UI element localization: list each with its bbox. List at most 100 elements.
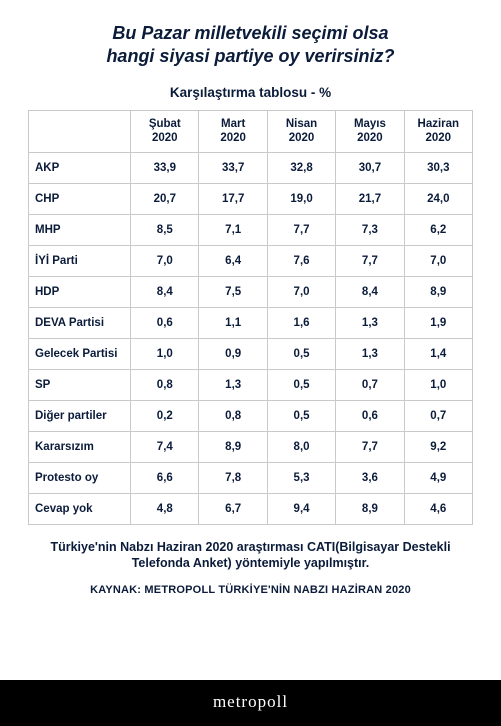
table-row: HDP8,47,57,08,48,9 — [29, 276, 473, 307]
column-header: Mart 2020 — [199, 110, 267, 152]
table-row: CHP20,717,719,021,724,0 — [29, 183, 473, 214]
table-body: AKP33,933,732,830,730,3CHP20,717,719,021… — [29, 152, 473, 524]
table-cell: 7,6 — [267, 245, 335, 276]
table-cell: 1,3 — [199, 369, 267, 400]
row-label: Cevap yok — [29, 493, 131, 524]
footer-brand: metropoll — [0, 680, 501, 726]
table-cell: 0,5 — [267, 400, 335, 431]
table-row: Diğer partiler0,20,80,50,60,7 — [29, 400, 473, 431]
table-cell: 0,2 — [131, 400, 199, 431]
row-label: Gelecek Partisi — [29, 338, 131, 369]
column-header-month: Mart — [221, 118, 245, 130]
table-cell: 33,7 — [199, 152, 267, 183]
table-cell: 32,8 — [267, 152, 335, 183]
table-cell: 6,6 — [131, 462, 199, 493]
table-cell: 1,0 — [131, 338, 199, 369]
title-line-2: hangi siyasi partiye oy verirsiniz? — [106, 46, 394, 66]
table-row: Gelecek Partisi1,00,90,51,31,4 — [29, 338, 473, 369]
column-header-year: 2020 — [357, 132, 383, 144]
methodology-note: Türkiye'nin Nabzı Haziran 2020 araştırma… — [28, 539, 473, 573]
table-cell: 1,9 — [404, 307, 472, 338]
table-cell: 8,9 — [336, 493, 404, 524]
table-row: DEVA Partisi0,61,11,61,31,9 — [29, 307, 473, 338]
table-cell: 0,6 — [131, 307, 199, 338]
table-cell: 8,9 — [404, 276, 472, 307]
row-label: Protesto oy — [29, 462, 131, 493]
table-cell: 8,5 — [131, 214, 199, 245]
table-cell: 7,0 — [131, 245, 199, 276]
comparison-table: Şubat2020Mart2020Nisan2020Mayıs2020Hazir… — [28, 110, 473, 525]
table-row: Protesto oy6,67,85,33,64,9 — [29, 462, 473, 493]
table-cell: 7,7 — [336, 431, 404, 462]
column-header-year: 2020 — [426, 132, 452, 144]
table-cell: 9,2 — [404, 431, 472, 462]
column-header: Haziran 2020 — [404, 110, 472, 152]
column-header-year: 2020 — [220, 132, 246, 144]
table-cell: 33,9 — [131, 152, 199, 183]
column-header-month: Haziran — [418, 118, 460, 130]
table-cell: 6,4 — [199, 245, 267, 276]
table-cell: 7,0 — [267, 276, 335, 307]
table-cell: 20,7 — [131, 183, 199, 214]
row-label: CHP — [29, 183, 131, 214]
table-cell: 19,0 — [267, 183, 335, 214]
table-cell: 0,8 — [199, 400, 267, 431]
table-cell: 1,3 — [336, 338, 404, 369]
table-cell: 0,5 — [267, 338, 335, 369]
row-label: AKP — [29, 152, 131, 183]
table-cell: 0,8 — [131, 369, 199, 400]
table-cell: 0,6 — [336, 400, 404, 431]
table-cell: 1,0 — [404, 369, 472, 400]
table-row: AKP33,933,732,830,730,3 — [29, 152, 473, 183]
row-label: HDP — [29, 276, 131, 307]
table-cell: 21,7 — [336, 183, 404, 214]
table-cell: 1,1 — [199, 307, 267, 338]
column-header-year: 2020 — [289, 132, 315, 144]
table-cell: 7,0 — [404, 245, 472, 276]
table-cell: 7,5 — [199, 276, 267, 307]
table-cell: 7,7 — [336, 245, 404, 276]
subtitle: Karşılaştırma tablosu - % — [28, 85, 473, 100]
table-cell: 1,6 — [267, 307, 335, 338]
table-cell: 30,3 — [404, 152, 472, 183]
page-title: Bu Pazar milletvekili seçimi olsa hangi … — [28, 22, 473, 69]
source-line: KAYNAK: METROPOLL TÜRKİYE'NİN NABZI HAZİ… — [28, 584, 473, 596]
table-cell: 8,0 — [267, 431, 335, 462]
table-cell: 7,4 — [131, 431, 199, 462]
table-cell: 7,1 — [199, 214, 267, 245]
table-cell: 7,8 — [199, 462, 267, 493]
table-cell: 6,7 — [199, 493, 267, 524]
table-header: Şubat2020Mart2020Nisan2020Mayıs2020Hazir… — [29, 110, 473, 152]
table-cell: 3,6 — [336, 462, 404, 493]
column-header-month: Mayıs — [354, 118, 386, 130]
table-row: SP0,81,30,50,71,0 — [29, 369, 473, 400]
column-header: Nisan 2020 — [267, 110, 335, 152]
table-cell: 7,7 — [267, 214, 335, 245]
column-header-blank — [29, 110, 131, 152]
table-cell: 9,4 — [267, 493, 335, 524]
table-cell: 0,7 — [336, 369, 404, 400]
table-cell: 0,5 — [267, 369, 335, 400]
table-row: İYİ Parti7,06,47,67,77,0 — [29, 245, 473, 276]
row-label: İYİ Parti — [29, 245, 131, 276]
table-cell: 8,4 — [131, 276, 199, 307]
table-cell: 4,8 — [131, 493, 199, 524]
table-cell: 4,9 — [404, 462, 472, 493]
column-header: Mayıs 2020 — [336, 110, 404, 152]
table-cell: 5,3 — [267, 462, 335, 493]
table-cell: 0,7 — [404, 400, 472, 431]
table-row: Cevap yok4,86,79,48,94,6 — [29, 493, 473, 524]
table-cell: 30,7 — [336, 152, 404, 183]
table-cell: 6,2 — [404, 214, 472, 245]
column-header-month: Şubat — [149, 118, 181, 130]
table-cell: 1,4 — [404, 338, 472, 369]
table-cell: 24,0 — [404, 183, 472, 214]
table-cell: 0,9 — [199, 338, 267, 369]
table-cell: 17,7 — [199, 183, 267, 214]
table-cell: 8,4 — [336, 276, 404, 307]
row-label: DEVA Partisi — [29, 307, 131, 338]
column-header-month: Nisan — [286, 118, 317, 130]
table-row: Kararsızım7,48,98,07,79,2 — [29, 431, 473, 462]
row-label: SP — [29, 369, 131, 400]
table-cell: 8,9 — [199, 431, 267, 462]
